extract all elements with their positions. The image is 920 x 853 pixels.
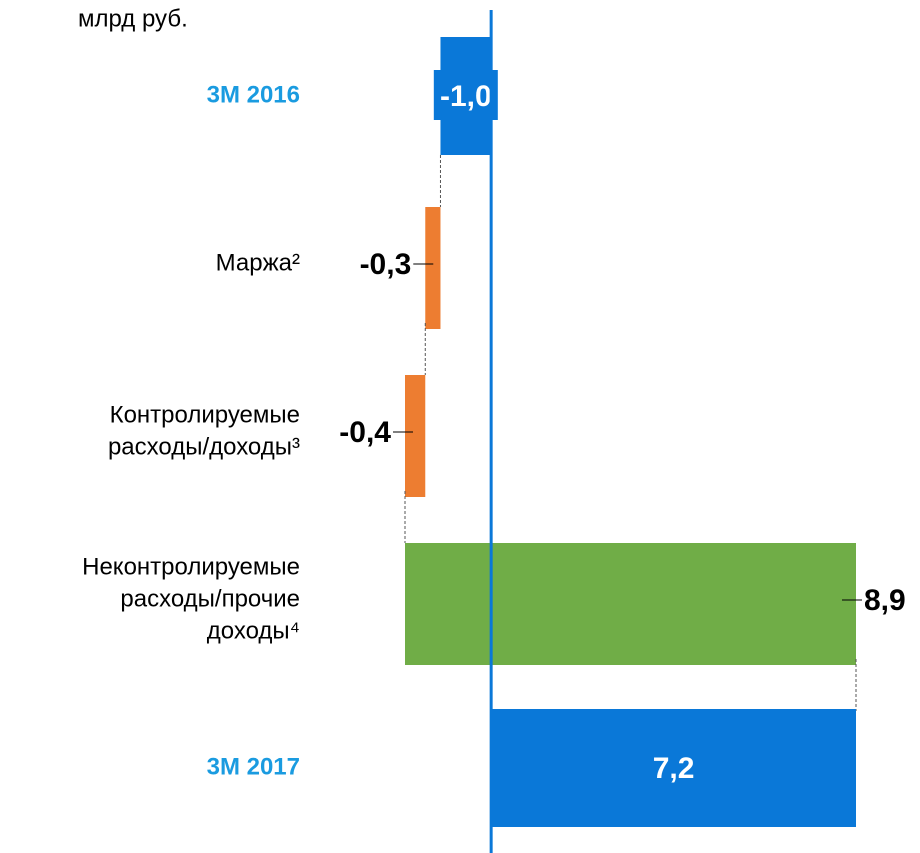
value-label: -0,4 bbox=[339, 416, 391, 449]
label-box bbox=[433, 70, 498, 120]
bar bbox=[425, 207, 441, 329]
value-label: -0,3 bbox=[360, 248, 412, 281]
category-label: 3M 2016 bbox=[207, 81, 300, 108]
category-label: Неконтролируемые bbox=[82, 553, 300, 580]
category-label: Маржа² bbox=[216, 249, 300, 276]
value-label: 8,9 bbox=[864, 584, 906, 617]
category-label: расходы/доходы³ bbox=[108, 433, 300, 460]
category-label: доходы⁴ bbox=[207, 617, 300, 644]
value-label: -1,0 bbox=[440, 80, 492, 113]
bar bbox=[405, 375, 426, 497]
bar bbox=[405, 543, 856, 665]
value-label: 7,2 bbox=[653, 752, 695, 785]
unit-label: млрд руб. bbox=[78, 5, 188, 32]
category-label: 3M 2017 bbox=[207, 753, 300, 780]
bar bbox=[491, 709, 856, 827]
category-label: Контролируемые bbox=[110, 401, 300, 428]
category-label: расходы/прочие bbox=[120, 585, 300, 612]
